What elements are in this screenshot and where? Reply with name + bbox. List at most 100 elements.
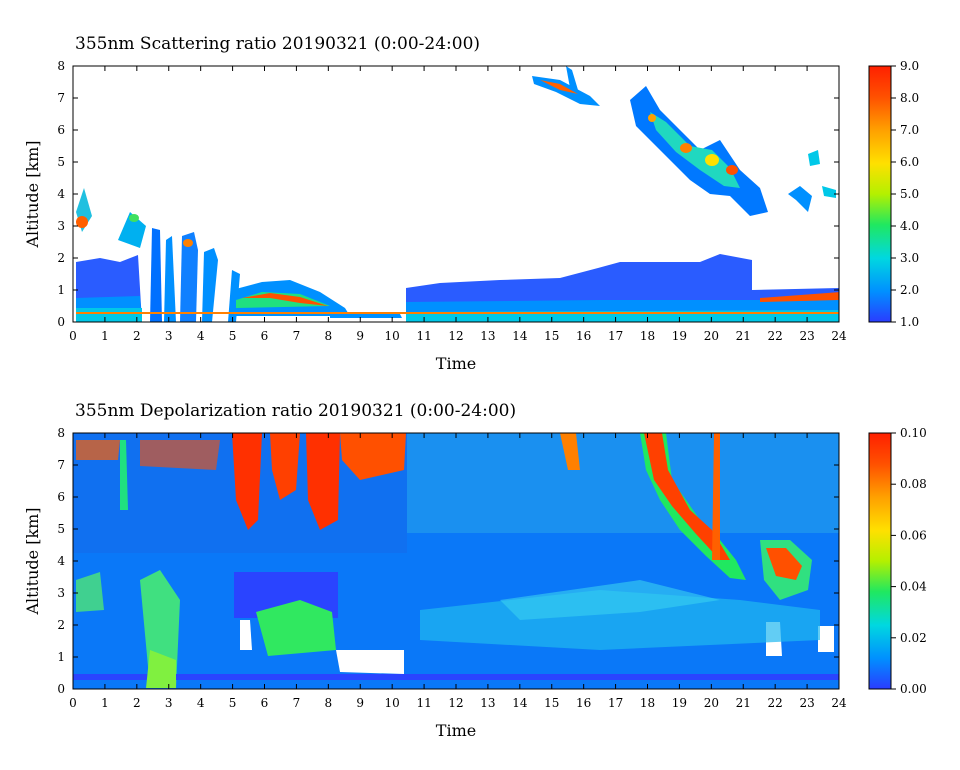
colorbar-tick-label: 0.02 [900, 631, 927, 645]
x-tick-label: 14 [512, 696, 528, 710]
x-tick-label: 24 [831, 329, 847, 343]
x-tick-label: 10 [385, 696, 400, 710]
axis-ticks: 0 1 2 3 4 5 6 7 8 9 10 11 12 13 14 15 16 17 18 19 20 21 22 23 24… [57, 59, 847, 343]
noise-band [407, 433, 839, 533]
x-tick-label: 6 [261, 329, 269, 343]
x-axis-label: Time [436, 721, 476, 740]
x-tick-label: 7 [293, 329, 301, 343]
y-axis-label: Altitude [km] [23, 140, 42, 248]
x-tick-label: 15 [544, 696, 559, 710]
colorbar-tick-label: 5.0 [900, 187, 919, 201]
cloud-structure [120, 440, 128, 510]
colorbar-tick-label: 0.08 [900, 477, 927, 491]
x-tick-label: 12 [448, 696, 463, 710]
axis-ticks: 0 1 2 3 4 5 6 7 8 9 10 11 12 13 14 15 16 17 18 19 20 21 22 23 24… [57, 426, 847, 710]
colorbar-tick-label: 1.0 [900, 315, 919, 329]
cloud-structure [150, 228, 162, 322]
colorbar-tick-label: 8.0 [900, 91, 919, 105]
high-depol-region [340, 433, 406, 480]
cirrus-core [680, 143, 692, 153]
x-tick-label: 5 [229, 329, 237, 343]
x-tick-label: 23 [799, 329, 814, 343]
colorbar-tick-label: 4.0 [900, 219, 919, 233]
y-tick-label: 4 [57, 554, 65, 568]
dust-layer [146, 650, 176, 688]
cirrus-cloud [650, 112, 740, 188]
y-tick-label: 8 [57, 426, 65, 440]
scattering-ratio-panel: 355nm Scattering ratio 20190321 (0:00-24… [23, 34, 919, 373]
cloud-structure [788, 186, 812, 212]
low-cloud [760, 292, 839, 302]
x-tick-label: 22 [768, 329, 783, 343]
colorbar-tick-label: 9.0 [900, 59, 919, 73]
high-depol-region [140, 440, 220, 470]
x-tick-label: 3 [165, 329, 173, 343]
x-tick-label: 16 [576, 696, 591, 710]
x-tick-label: 13 [480, 696, 495, 710]
x-tick-label: 8 [325, 329, 333, 343]
y-tick-label: 6 [57, 490, 65, 504]
x-tick-label: 22 [768, 696, 783, 710]
colorbar-ticks: 0.00 0.02 0.04 0.06 0.08 0.10 [891, 426, 927, 696]
x-tick-label: 7 [293, 696, 301, 710]
y-tick-label: 5 [57, 522, 65, 536]
aerosol-layer [500, 580, 720, 620]
x-tick-label: 2 [133, 329, 141, 343]
colorbar-tick-label: 6.0 [900, 155, 919, 169]
y-tick-label: 1 [57, 650, 65, 664]
surface-line [76, 312, 839, 314]
y-tick-label: 3 [57, 586, 65, 600]
x-tick-label: 17 [608, 696, 623, 710]
cirrus-depol [766, 548, 802, 580]
aerosol-layer [330, 314, 402, 318]
cirrus-core [648, 114, 656, 122]
x-tick-label: 21 [736, 696, 751, 710]
x-tick-label: 21 [736, 329, 751, 343]
cloud-structure [180, 232, 198, 322]
x-tick-label: 1 [101, 696, 109, 710]
colorbar [868, 432, 892, 690]
x-tick-label: 6 [261, 696, 269, 710]
colorbar-tick-label: 0.06 [900, 528, 927, 542]
cirrus-cloud [566, 66, 578, 90]
y-tick-label: 2 [57, 618, 65, 632]
x-tick-label: 9 [356, 329, 364, 343]
surface-band [73, 674, 839, 680]
x-tick-label: 4 [197, 329, 205, 343]
x-tick-label: 18 [640, 696, 655, 710]
colorbar-tick-label: 0.04 [900, 580, 927, 594]
x-tick-label: 15 [544, 329, 559, 343]
colorbar [868, 65, 892, 323]
chart-title: 355nm Depolarization ratio 20190321 (0:0… [75, 401, 516, 421]
aerosol-layer [256, 600, 336, 656]
x-tick-label: 2 [133, 696, 141, 710]
cirrus-core [705, 154, 719, 166]
x-tick-label: 5 [229, 696, 237, 710]
cloud-structure [164, 236, 176, 322]
cloud-structure [118, 212, 146, 248]
x-tick-label: 1 [101, 329, 109, 343]
cirrus-depol [712, 433, 720, 560]
x-tick-label: 20 [704, 696, 719, 710]
x-tick-label: 11 [416, 329, 431, 343]
x-tick-label: 19 [672, 696, 687, 710]
x-tick-label: 9 [356, 696, 364, 710]
x-tick-label: 17 [608, 329, 623, 343]
high-depol-region [76, 440, 120, 460]
cirrus-core [540, 80, 578, 94]
y-tick-label: 7 [57, 458, 65, 472]
aerosol-layer [76, 572, 104, 612]
x-tick-label: 0 [69, 329, 77, 343]
x-tick-label: 16 [576, 329, 591, 343]
x-axis-label: Time [436, 354, 476, 373]
cirrus-core [726, 165, 738, 175]
y-tick-label: 5 [57, 155, 65, 169]
cirrus-depol [644, 433, 730, 560]
x-tick-label: 11 [416, 696, 431, 710]
y-tick-label: 7 [57, 91, 65, 105]
x-tick-label: 3 [165, 696, 173, 710]
y-tick-label: 1 [57, 283, 65, 297]
x-tick-label: 4 [197, 696, 205, 710]
high-depol-region [270, 433, 300, 500]
